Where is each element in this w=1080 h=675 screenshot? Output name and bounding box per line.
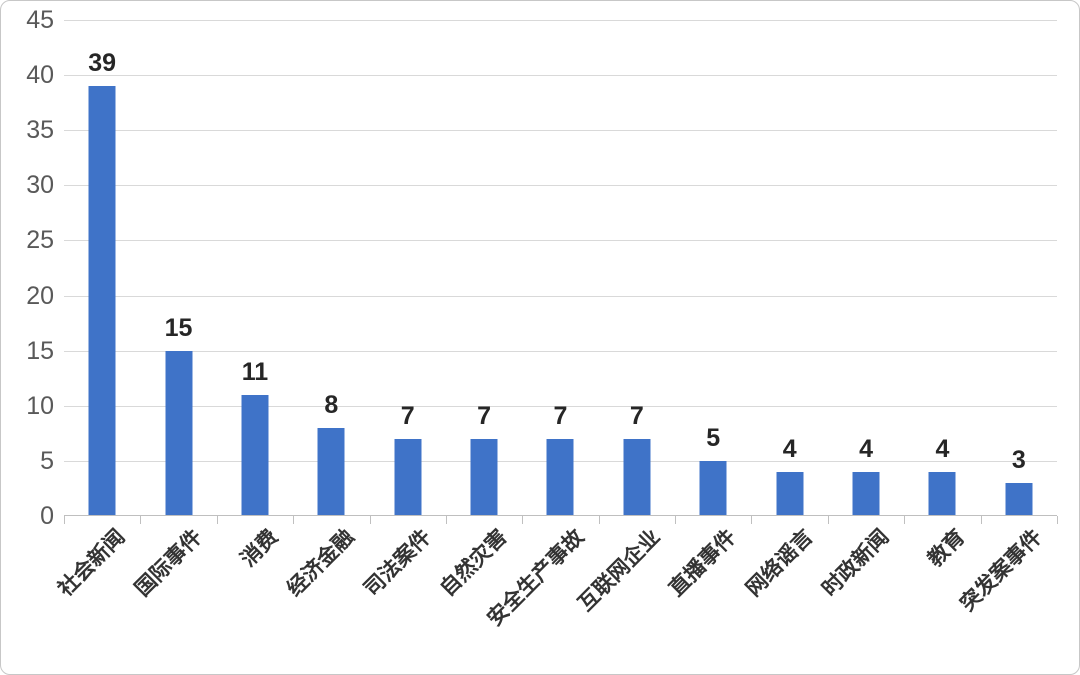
y-axis-tick-label: 5 [40,446,54,475]
bar-安全生产事故 [546,438,574,516]
bar-value-label: 11 [241,357,269,386]
bar-slot: 7 [370,20,446,516]
bar-value-label: 39 [88,49,117,78]
bar-value-label: 5 [706,423,721,452]
bar-value-label: 7 [629,401,644,430]
gridline-40 [64,75,1057,77]
x-axis-tick [140,516,142,524]
x-axis-tick [522,516,524,524]
gridline-10 [64,405,1057,407]
category-label-司法案件: 司法案件 [359,525,436,601]
gridline-25 [64,240,1057,242]
x-axis-tick [293,516,295,524]
bar-slot: 39 [64,20,140,516]
y-axis-tick-label: 40 [26,61,54,90]
x-axis-tick [751,516,753,524]
x-axis-tick [64,516,65,524]
category-label-突发案事件: 突发案事件 [955,525,1047,616]
bar-经济金融 [317,427,345,516]
bar-slot: 5 [675,20,751,516]
bar-value-label: 7 [477,401,492,430]
bar-slot: 7 [446,20,522,516]
y-axis-tick-label: 10 [26,391,54,420]
plot-area: 39 15 11 8 7 7 7 7 5 4 4 4 3 [64,20,1058,524]
bar-slot: 4 [904,20,980,516]
y-axis-tick-label: 0 [40,502,54,530]
bar-司法案件 [394,438,422,516]
bar-直播事件 [699,460,727,516]
category-label-直播事件: 直播事件 [665,525,741,601]
gridline-45 [64,20,1057,21]
bar-消费 [241,394,269,516]
x-axis-tick [980,516,982,524]
bar-value-label: 3 [1011,445,1026,474]
bar-slot: 4 [828,20,904,516]
x-axis-tick [445,516,447,524]
bar-slot: 11 [217,20,293,516]
category-label-时政新闻: 时政新闻 [817,525,894,601]
bar-value-label: 8 [324,390,339,419]
category-label-国际事件: 国际事件 [130,525,207,601]
bar-value-label: 7 [400,401,415,430]
gridline-20 [64,295,1057,297]
bar-value-label: 4 [782,434,797,463]
bar-slot: 4 [751,20,827,516]
y-axis-tick-label: 25 [26,226,54,255]
bar-value-label: 4 [935,434,950,463]
x-axis-tick [1057,516,1058,524]
x-axis-tick [904,516,906,524]
y-axis-tick-label: 35 [26,116,54,145]
bar-slot: 3 [981,20,1057,516]
gridline-15 [64,350,1057,352]
x-axis-line [64,515,1057,516]
category-label-教育: 教育 [924,525,970,572]
bar-value-label: 7 [553,401,568,430]
y-axis-tick-label: 15 [26,336,54,365]
category-label-经济金融: 经济金融 [283,525,359,601]
category-label-自然灾害: 自然灾害 [436,525,512,601]
x-axis-tick [598,516,600,524]
bar-教育 [928,471,956,516]
bar-社会新闻 [88,86,116,516]
bar-互联网企业 [623,438,651,516]
y-axis-tick-label: 20 [26,281,54,310]
bar-网络谣言 [776,471,804,516]
category-label-社会新闻: 社会新闻 [54,525,130,601]
x-axis-tick [675,516,677,524]
bar-slot: 7 [599,20,675,516]
y-axis-tick-label: 30 [26,171,54,200]
bar-slot: 8 [293,20,369,516]
gridline-35 [64,130,1057,132]
x-axis-tick [216,516,218,524]
category-label-网络谣言: 网络谣言 [741,525,818,601]
bar-value-label: 15 [164,313,193,342]
category-label-消费: 消费 [236,525,283,572]
y-axis-tick-label: 45 [26,6,54,34]
bar-slot: 7 [522,20,598,516]
bar-value-label: 4 [859,434,873,463]
bar-自然灾害 [470,438,498,516]
bar-国际事件 [165,350,193,516]
category-label-互联网企业: 互联网企业 [573,525,665,616]
gridline-30 [64,185,1057,187]
bar-slot: 15 [140,20,216,516]
bar-突发案事件 [1005,482,1033,516]
x-axis-tick [369,516,371,524]
x-axis-tick [827,516,829,524]
bar-时政新闻 [852,471,880,516]
